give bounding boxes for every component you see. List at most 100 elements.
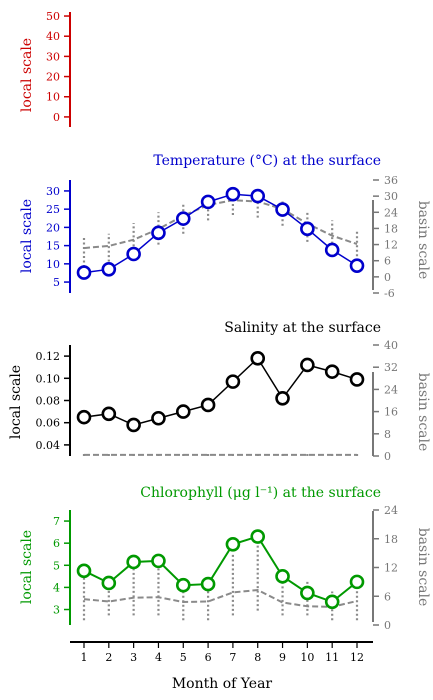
panel-empty: local scale 0 10 20 30 40 50 (19, 10, 71, 127)
local-point (101, 406, 117, 422)
local-point (300, 221, 315, 237)
local-point (101, 575, 117, 591)
panel-salinity: Salinity at the surface local scale basi… (8, 320, 431, 463)
local-point (250, 351, 266, 366)
local-point (349, 574, 365, 590)
x-tick-label: 4 (155, 651, 162, 664)
y-tick-label-right: 24 (384, 383, 398, 396)
y-tick-label-left: 4 (53, 581, 60, 594)
y-tick-label-left: 0.10 (36, 372, 61, 385)
local-point (126, 554, 141, 570)
y-tick-label-right: 12 (384, 562, 398, 575)
panel-chlorophyll-ylabel-right: basin scale (415, 528, 431, 607)
local-point (101, 262, 117, 277)
local-point (151, 553, 166, 569)
y-tick-label-left: 6 (53, 537, 60, 550)
panel-empty-ylabel-left: local scale (19, 38, 35, 112)
y-tick-label-left: 30 (46, 50, 60, 63)
local-point (324, 364, 340, 379)
local-point (200, 397, 216, 413)
panel-chlorophyll-title: Chlorophyll (μg l⁻¹) at the surface (140, 485, 381, 501)
y-tick-label-right: 30 (384, 190, 398, 203)
y-tick-label-right: 32 (384, 361, 398, 374)
y-tick-label-right: 36 (384, 174, 398, 187)
local-point (126, 246, 141, 262)
y-tick-label-left: 30 (46, 185, 60, 198)
panel-temperature-ylabel-left: local scale (19, 199, 35, 273)
y-tick-label-right: 24 (384, 206, 398, 219)
local-point (225, 536, 241, 552)
x-tick-label: 8 (254, 651, 261, 664)
y-tick-label-right: 0 (384, 619, 391, 632)
y-tick-label-right: 6 (384, 255, 391, 268)
y-tick-label-right: 6 (384, 590, 391, 603)
local-point (200, 194, 216, 210)
local-point (324, 594, 340, 610)
panel-salinity-basin (82, 451, 359, 456)
local-point (300, 585, 315, 601)
local-point (151, 410, 166, 426)
y-tick-label-left: 10 (46, 91, 60, 104)
panel-temperature-local (76, 186, 365, 280)
panel-chlorophyll: Chlorophyll (μg l⁻¹) at the surface loca… (19, 485, 431, 632)
y-tick-label-right: -6 (384, 287, 395, 300)
local-point (76, 265, 92, 280)
panel-temperature-ticks: 5 10 15 20 25 30 -6 0 6 12 18 24 30 36 (46, 174, 398, 300)
local-line (83, 193, 358, 274)
local-point (225, 186, 241, 202)
x-tick-label: 6 (205, 651, 212, 664)
local-point (200, 576, 216, 592)
y-tick-label-left: 50 (46, 10, 60, 23)
basin-line (83, 199, 358, 250)
y-tick-label-left: 0.08 (36, 395, 61, 408)
x-tick-label: 2 (105, 651, 112, 664)
local-point (275, 202, 290, 217)
y-tick-label-left: 20 (46, 71, 60, 84)
y-tick-label-left: 15 (46, 240, 60, 253)
local-point (324, 242, 340, 258)
y-tick-label-left: 10 (46, 258, 60, 271)
panel-temperature-title: Temperature (°C) at the surface (153, 153, 381, 169)
panel-temperature-ylabel-right: basin scale (415, 201, 431, 280)
local-point (175, 577, 191, 593)
local-point (175, 404, 191, 419)
y-tick-label-left: 0 (53, 111, 60, 124)
x-tick-label: 12 (350, 651, 364, 664)
y-tick-label-right: 18 (384, 222, 398, 235)
local-point (250, 529, 266, 544)
panel-salinity-ylabel-left: local scale (8, 365, 24, 439)
y-tick-label-left: 20 (46, 221, 60, 234)
local-point (349, 372, 365, 387)
y-tick-label-right: 12 (384, 239, 398, 252)
x-tick-label: 11 (325, 651, 339, 664)
x-tick-label: 9 (279, 651, 286, 664)
local-line (83, 357, 358, 426)
x-tick-label: 1 (81, 651, 88, 664)
y-tick-label-right: 24 (384, 504, 398, 517)
panel-chlorophyll-ticks: 3 4 5 6 7 0 6 12 18 24 (53, 504, 398, 632)
local-point (275, 569, 290, 584)
y-tick-label-right: 0 (384, 271, 391, 284)
x-axis-label: Month of Year (172, 676, 273, 692)
local-point (275, 390, 290, 406)
y-tick-label-right: 18 (384, 533, 398, 546)
panel-chlorophyll-basin (82, 543, 359, 621)
local-point (175, 211, 191, 226)
x-tick-label: 7 (229, 651, 236, 664)
y-tick-label-left: 0.12 (36, 350, 61, 363)
x-axis-ticks: 1 2 3 4 5 6 7 8 9 10 11 12 (81, 642, 364, 664)
x-axis: 1 2 3 4 5 6 7 8 9 10 11 12 Month of Year (70, 641, 373, 692)
local-point (300, 357, 315, 373)
y-tick-label-right: 40 (384, 339, 398, 352)
y-tick-label-right: 8 (384, 428, 391, 441)
panel-empty-ticks: 0 10 20 30 40 50 (46, 10, 70, 124)
y-tick-label-right: 0 (384, 450, 391, 463)
panel-salinity-title: Salinity at the surface (224, 320, 381, 336)
x-tick-label: 10 (300, 651, 314, 664)
x-tick-label: 5 (180, 651, 187, 664)
basin-line (83, 588, 358, 608)
panel-salinity-ticks: 0.04 0.06 0.08 0.10 0.12 0 8 16 24 32 40 (36, 339, 399, 463)
y-tick-label-left: 0.06 (36, 417, 61, 430)
panel-chlorophyll-ylabel-left: local scale (19, 530, 35, 604)
